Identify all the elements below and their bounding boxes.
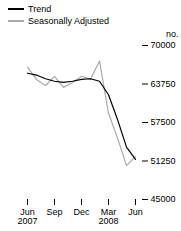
svg-text:Dec: Dec	[73, 207, 90, 217]
svg-text:45000: 45000	[151, 194, 176, 204]
svg-text:57500: 57500	[151, 117, 176, 127]
html-text:Seasonally Adjusted: Seasonally Adjusted	[28, 16, 110, 26]
svg-text:51250: 51250	[151, 156, 176, 166]
svg-text:63750: 63750	[151, 79, 176, 89]
svg-text:Mar2008: Mar2008	[98, 207, 118, 226]
svg-text:Sep: Sep	[46, 207, 62, 217]
html-text:Trend: Trend	[28, 4, 52, 14]
svg-text:no.: no.	[166, 29, 179, 39]
svg-text:Jun: Jun	[128, 207, 143, 217]
svg-text:70000: 70000	[151, 40, 176, 50]
svg-text:Jun2007: Jun2007	[17, 207, 37, 226]
